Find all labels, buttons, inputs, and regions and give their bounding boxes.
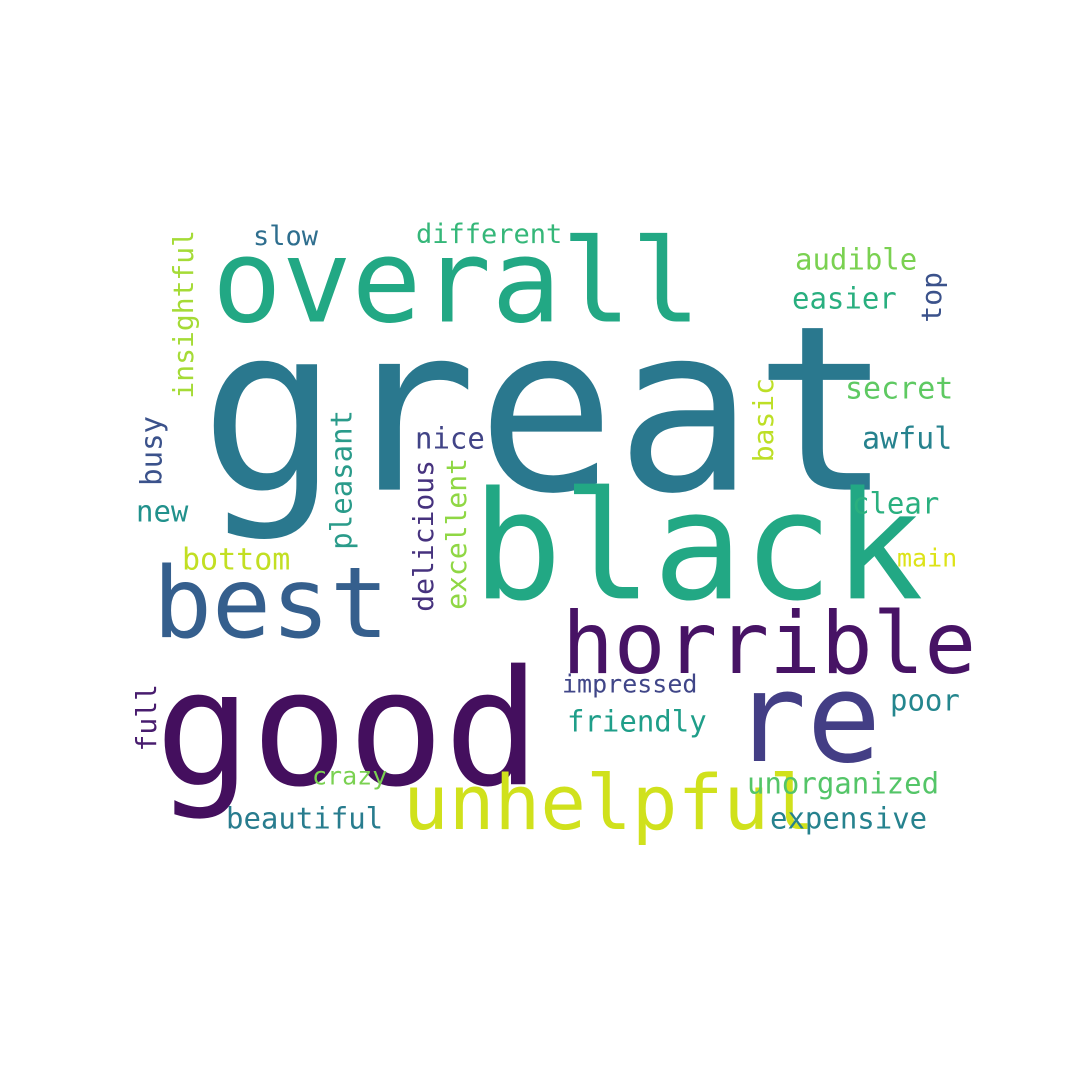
cloud-word-pleasant: pleasant <box>325 410 359 550</box>
cloud-word-different: different <box>416 219 562 250</box>
cloud-word-excellent: excellent <box>440 458 473 610</box>
cloud-word-overall: overall <box>212 215 701 350</box>
cloud-word-full: full <box>130 684 163 751</box>
cloud-word-delicious: delicious <box>407 460 440 612</box>
cloud-word-best: best <box>153 547 389 661</box>
cloud-word-unhelpful: unhelpful <box>403 758 815 847</box>
cloud-word-bottom: bottom <box>182 543 290 578</box>
cloud-word-poor: poor <box>890 684 960 718</box>
cloud-word-top: top <box>915 272 948 323</box>
cloud-word-secret: secret <box>845 372 953 407</box>
cloud-word-expensive: expensive <box>770 802 927 836</box>
cloud-word-busy: busy <box>135 416 169 486</box>
cloud-word-good: good <box>155 635 540 822</box>
cloud-word-black: black <box>472 460 924 634</box>
cloud-word-crazy: crazy <box>312 761 387 790</box>
cloud-word-main: main <box>897 543 957 572</box>
cloud-word-great: great <box>200 278 892 545</box>
cloud-word-easier: easier <box>792 282 897 316</box>
cloud-word-re: re <box>732 647 881 791</box>
cloud-word-new: new <box>136 495 189 529</box>
cloud-word-audible: audible <box>795 243 917 277</box>
cloud-word-nice: nice <box>415 422 485 456</box>
cloud-word-insightful: insightful <box>167 230 200 399</box>
cloud-word-beautiful: beautiful <box>226 802 383 836</box>
cloud-word-slow: slow <box>253 221 319 252</box>
cloud-word-impressed: impressed <box>562 669 697 698</box>
cloud-word-clear: clear <box>852 487 939 521</box>
cloud-word-horrible: horrible <box>562 594 976 694</box>
cloud-word-friendly: friendly <box>567 705 707 739</box>
cloud-word-unorganized: unorganized <box>747 767 939 801</box>
cloud-word-basic: basic <box>747 378 780 462</box>
cloud-word-awful: awful <box>862 422 952 457</box>
